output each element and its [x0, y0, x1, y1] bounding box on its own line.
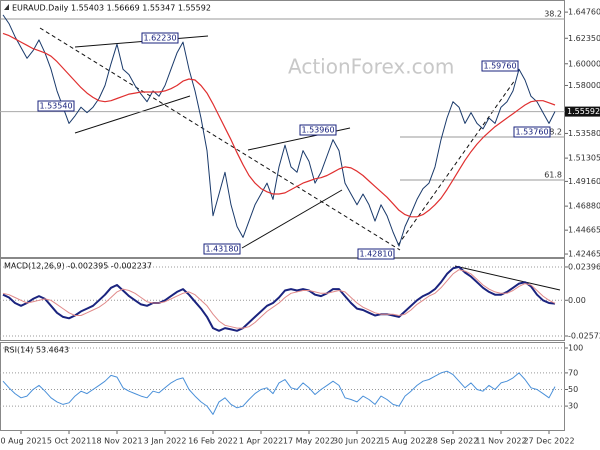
series-line: [2, 32, 556, 218]
y-tick-label: 1.49160: [568, 177, 600, 186]
x-tick-label: 11 Nov 2022: [475, 437, 526, 446]
price-annotation: 1.62230: [143, 34, 176, 43]
y-tick-label: 100: [568, 344, 583, 353]
trendline: [39, 27, 401, 251]
y-tick-label: 50: [568, 385, 578, 394]
price-annotation: 1.59760: [483, 62, 516, 71]
price-annotation: 1.53760: [515, 128, 548, 137]
price-annotation-box: [299, 124, 337, 136]
x-tick-label: 18 Nov 2021: [91, 437, 142, 446]
y-tick-label: 1.46880: [568, 202, 600, 211]
y-tick-label: 1.42465: [568, 250, 600, 259]
x-tick-label: 30 Jun 2022: [333, 437, 381, 446]
x-tick-label: 15 Aug 2022: [379, 437, 430, 446]
series-line: [2, 269, 556, 329]
price-annotation-box: [481, 60, 519, 72]
price-annotation-box: [203, 243, 241, 255]
trendline: [241, 189, 343, 249]
x-tick-label: 28 Sep 2022: [428, 437, 479, 446]
rsi-title: RSI(14) 53.4643: [4, 346, 69, 355]
last-price-box: [565, 106, 600, 117]
y-tick-label: 1.60000: [568, 59, 600, 68]
y-tick-label: 1.58000: [568, 81, 600, 90]
rsi-panel: [0, 342, 565, 431]
x-tick-label: 20 Aug 2021: [0, 437, 47, 446]
y-tick-label: 70: [568, 368, 578, 377]
price-annotation: 1.53960: [301, 126, 334, 135]
price-annotation: 1.42810: [359, 250, 392, 259]
y-tick-label: 0.00: [568, 296, 586, 305]
series-line: [2, 14, 556, 247]
last-price-label: 1.55592: [567, 107, 600, 116]
x-tick-label: 3 Jan 2022: [144, 437, 187, 446]
macd-title: MACD(12,26,9) -0.002395 -0.002237: [4, 262, 152, 271]
price-annotation-box: [513, 126, 551, 138]
price-panel: [0, 0, 565, 258]
y-tick-label: 1.53580: [568, 129, 600, 138]
chart-title: EURAUD.Daily 1.55403 1.56669 1.55347 1.5…: [12, 4, 211, 13]
x-tick-label: 1 Apr 2022: [239, 437, 283, 446]
price-annotation-box: [141, 32, 179, 44]
series-line: [2, 370, 556, 415]
fib-label: 38.2: [544, 9, 562, 18]
y-tick-label: -0.025726: [568, 332, 600, 341]
symbol-icon: [4, 4, 9, 10]
watermark: ActionForex.com: [288, 55, 454, 79]
y-tick-label: 30: [568, 402, 578, 411]
price-annotation-box: [357, 248, 395, 260]
y-tick-label: 1.44665: [568, 226, 600, 235]
x-tick-label: 5 Oct 2021: [47, 437, 91, 446]
trendline: [454, 265, 561, 291]
y-tick-label: 1.64760: [568, 8, 600, 17]
price-annotation: 1.43180: [205, 245, 238, 254]
y-tick-label: 1.62350: [568, 34, 600, 43]
price-annotation-box: [37, 100, 75, 112]
y-tick-label: 1.51305: [568, 154, 600, 163]
y-tick-label: 0.023963: [568, 262, 600, 271]
x-tick-label: 16 Feb 2022: [188, 437, 238, 446]
x-tick-label: 27 Dec 2022: [523, 437, 574, 446]
fib-label: 61.8: [544, 170, 562, 179]
price-annotation: 1.53540: [39, 102, 72, 111]
x-tick-label: 17 May 2022: [283, 437, 335, 446]
trendline: [397, 79, 516, 246]
trendline: [74, 95, 191, 134]
fib-label: 38.2: [544, 128, 562, 137]
